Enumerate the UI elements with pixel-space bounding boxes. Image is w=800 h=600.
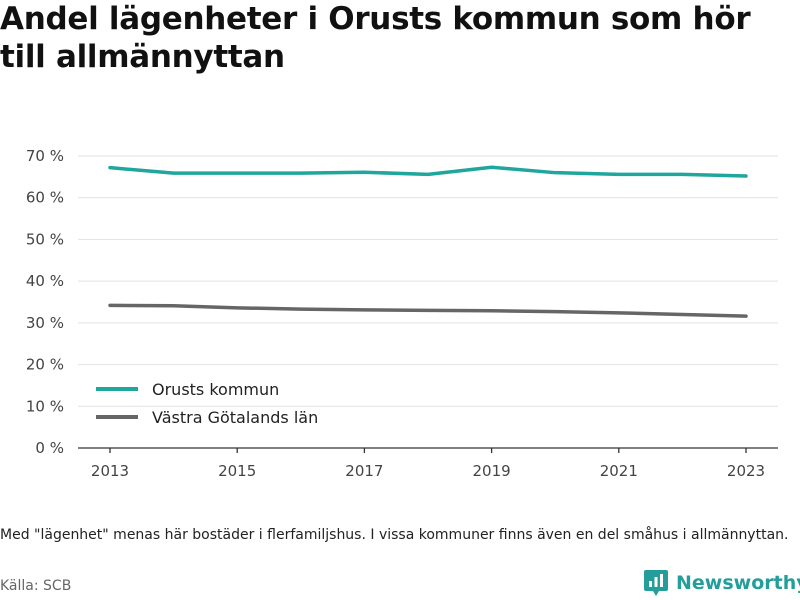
x-tick-label: 2017 bbox=[345, 462, 383, 480]
y-tick-label: 0 % bbox=[35, 439, 64, 457]
y-tick-label: 60 % bbox=[26, 189, 64, 207]
legend-swatch bbox=[96, 415, 138, 419]
footnote: Med "lägenhet" menas här bostäder i fler… bbox=[0, 527, 789, 543]
newsworthy-logo-icon bbox=[644, 570, 668, 596]
x-tick-label: 2019 bbox=[473, 462, 511, 480]
y-tick-label: 50 % bbox=[26, 230, 64, 248]
chart-legend: Orusts kommun Västra Götalands län bbox=[96, 380, 318, 427]
y-tick-label: 30 % bbox=[26, 314, 64, 332]
chart-grid bbox=[78, 155, 778, 407]
y-tick-label: 40 % bbox=[26, 272, 64, 290]
brand-name: Newsworthy bbox=[676, 572, 800, 594]
y-tick-label: 10 % bbox=[26, 397, 64, 415]
y-axis-ticks: 0 % 10 % 20 % 30 % 40 % 50 % 60 % 70 % bbox=[26, 147, 64, 457]
legend-swatch bbox=[96, 387, 138, 391]
x-axis: 2013 2015 2017 2019 2021 2023 bbox=[78, 447, 778, 480]
legend-label: Västra Götalands län bbox=[152, 408, 318, 427]
source-text: Källa: SCB bbox=[0, 578, 72, 594]
x-tick-label: 2021 bbox=[600, 462, 638, 480]
line-chart: 0 % 10 % 20 % 30 % 40 % 50 % 60 % 70 % 2013 2015… bbox=[26, 147, 778, 480]
x-tick-label: 2015 bbox=[218, 462, 256, 480]
chart-title: Andel lägenheter i Orusts kommun som hör… bbox=[0, 1, 751, 75]
brand-logo: Newsworthy bbox=[643, 568, 800, 598]
y-tick-label: 70 % bbox=[26, 147, 64, 165]
series-line bbox=[108, 165, 748, 178]
legend-label: Orusts kommun bbox=[152, 380, 279, 399]
x-tick-label: 2013 bbox=[91, 462, 129, 480]
x-tick-label: 2023 bbox=[727, 462, 765, 480]
series-line bbox=[108, 303, 748, 318]
chart-series bbox=[108, 165, 748, 318]
y-tick-label: 20 % bbox=[26, 356, 64, 374]
